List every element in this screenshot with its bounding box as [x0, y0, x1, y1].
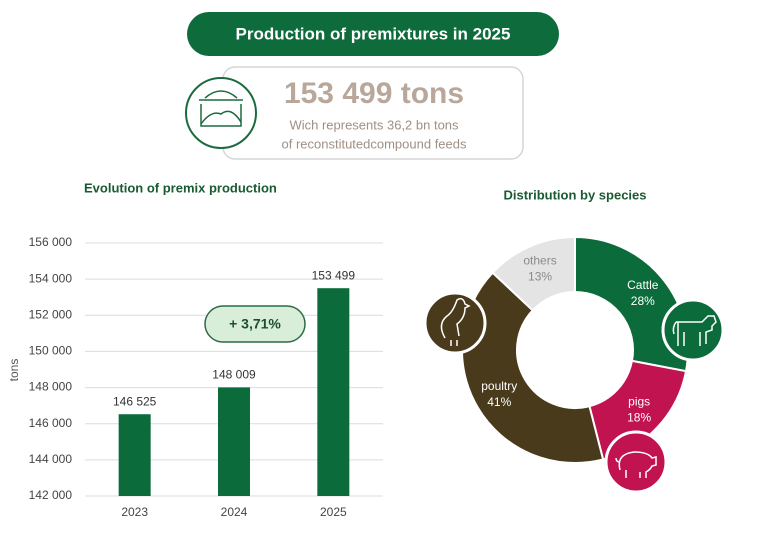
y-tick-label: 154 000	[29, 271, 73, 285]
data-label: 153 499	[312, 268, 356, 282]
donut-slice	[491, 235, 576, 312]
cattle-icon	[661, 298, 725, 362]
bar-chart: 142 000 144 000 146 000 148 000 150 000 152 0…	[29, 235, 383, 519]
y-tick-label: 142 000	[29, 488, 73, 502]
x-tick-label: 2023	[121, 505, 148, 519]
header-pill	[187, 12, 559, 56]
donut-chart: Cattle 28% pigs 18% poultry 41% others 13%	[461, 235, 689, 464]
annotation: + 3,71%	[229, 316, 281, 332]
slice-label: pigs	[628, 394, 650, 408]
y-tick-label: 146 000	[29, 416, 73, 430]
annotation-pill	[204, 305, 306, 343]
slice-value: 18%	[627, 410, 651, 424]
bar-chart-title: Evolution of premix production	[84, 180, 277, 195]
slice-value: 28%	[631, 294, 655, 308]
slice-value: 41%	[487, 395, 511, 409]
y-tick-label: 152 000	[29, 307, 73, 321]
data-label: 146 525	[113, 394, 157, 408]
y-tick-label: 156 000	[29, 235, 73, 249]
data-label: 148 009	[212, 368, 256, 382]
x-tick-label: 2024	[221, 505, 248, 519]
premix-icon-shape	[199, 90, 243, 127]
slice-label: others	[523, 253, 556, 267]
x-tick-label: 2025	[320, 505, 347, 519]
bar	[317, 288, 350, 496]
summary-line: of reconstitutedcompound feeds	[281, 136, 467, 151]
bar	[118, 414, 151, 496]
y-axis-label: tons	[7, 359, 21, 382]
pigs-icon	[604, 430, 668, 494]
y-tick-label: 144 000	[29, 452, 73, 466]
summary-value: 153 499 tons	[284, 77, 464, 110]
y-tick-label: 150 000	[29, 344, 73, 358]
cattle-icon-shape	[672, 315, 717, 346]
slice-label: Cattle	[627, 278, 659, 292]
slice-value: 13%	[528, 269, 552, 283]
y-tick-label: 148 000	[29, 380, 73, 394]
species-icons	[423, 291, 725, 494]
poultry-icon	[423, 291, 487, 355]
premix-icon	[185, 77, 257, 149]
donut-slice	[574, 235, 689, 373]
pigs-icon-shape	[615, 451, 657, 478]
bar	[218, 387, 250, 496]
donut-chart-title: Distribution by species	[503, 187, 646, 202]
donut-slice	[461, 271, 605, 464]
header-title: Production of premixtures in 2025	[236, 24, 511, 43]
poultry-icon-shape	[440, 297, 471, 346]
slice-label: poultry	[481, 379, 517, 393]
summary-line: Wich represents 36,2 bn tons	[289, 117, 459, 132]
